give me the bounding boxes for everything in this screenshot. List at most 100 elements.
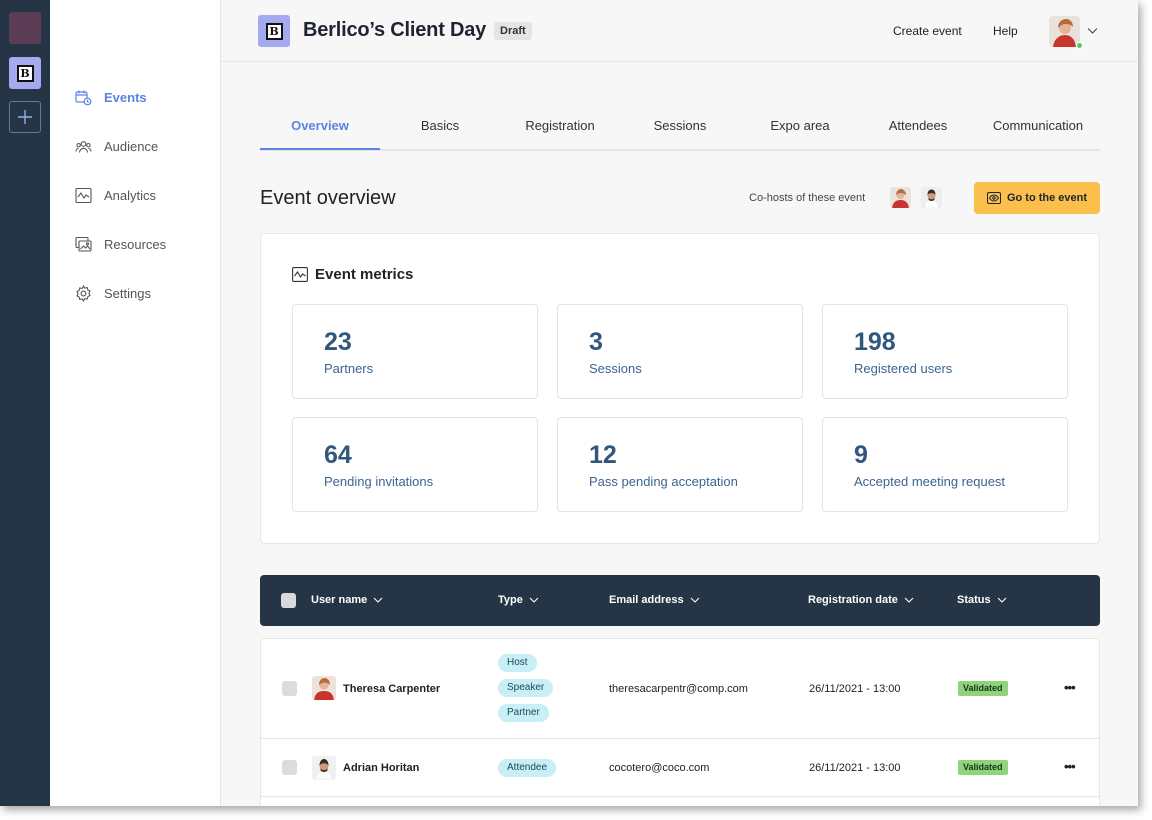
metric-label: Pending invitations [324,474,434,489]
metric-pass-pending: 12 Pass pending acceptation [557,417,803,512]
type-pill: Attendee [498,759,557,777]
plus-icon [18,110,32,124]
user-email: theresacarpentr@comp.com [609,683,748,695]
column-header-type[interactable]: Type [498,594,539,606]
event-metrics-card: Event metrics 23 Partners 3 Sessions 198… [260,233,1100,544]
eye-icon [986,192,1001,204]
app-window: B Events [0,0,1138,806]
go-to-event-label: Go to the event [1006,192,1088,204]
section-title: Event overview [260,187,396,209]
sidebar-item-label: Events [104,89,147,105]
chevron-down-icon [997,596,1007,604]
workspace-tile-berlico[interactable]: B [9,57,41,89]
column-header-email[interactable]: Email address [609,594,700,606]
column-header-status[interactable]: Status [957,594,1007,606]
top-header: B Berlico’s Client Day Draft Create even… [221,0,1138,62]
metric-label: Partners [324,361,374,376]
tab-communication[interactable]: Communication [992,118,1084,133]
sidebar-item-audience[interactable]: Audience [75,136,158,156]
select-all-checkbox[interactable] [281,593,296,608]
sidebar-item-label: Settings [104,285,151,301]
metric-value: 198 [854,328,896,356]
people-icon [75,138,92,155]
event-logo: B [258,15,290,47]
table-row[interactable]: Theresa Carpenter Host Speaker Partner t… [261,639,1099,739]
metric-pending-invitations: 64 Pending invitations [292,417,538,512]
tab-expo-area[interactable]: Expo area [770,118,830,133]
column-header-label: Type [498,594,523,606]
column-header-username[interactable]: User name [311,594,383,606]
metrics-title: Event metrics [292,266,413,283]
row-checkbox[interactable] [282,681,297,696]
sidebar-item-label: Analytics [104,187,157,203]
brand-logo-letter: B [265,22,283,40]
workspace-rail: B [0,0,50,806]
chevron-down-icon [690,596,700,604]
sidebar-item-resources[interactable]: Resources [75,234,166,254]
user-email: cocotero@coco.com [609,762,710,774]
metric-label: Registered users [854,361,953,376]
tab-overview[interactable]: Overview [291,118,349,133]
tab-attendees[interactable]: Attendees [888,118,948,133]
avatar [312,756,336,780]
metric-value: 23 [324,328,352,356]
column-header-label: Registration date [808,594,898,606]
sidebar-item-analytics[interactable]: Analytics [75,185,156,205]
tab-registration[interactable]: Registration [525,118,595,133]
chevron-down-icon [529,596,539,604]
status-badge: Draft [494,22,532,40]
metric-accepted-meetings: 9 Accepted meeting request [822,417,1068,512]
sidebar-item-settings[interactable]: Settings [75,283,151,303]
add-workspace-button[interactable] [9,101,41,133]
chevron-down-icon [373,596,383,604]
analytics-chart-icon [292,267,308,282]
user-name: Theresa Carpenter [343,683,441,695]
column-header-label: Status [957,594,991,606]
metric-sessions: 3 Sessions [557,304,803,399]
users-table-body: Theresa Carpenter Host Speaker Partner t… [260,638,1100,806]
calendar-clock-icon [75,89,92,106]
online-indicator [1076,42,1083,49]
workspace-tile[interactable] [9,12,41,44]
chevron-down-icon [904,596,914,604]
analytics-chart-icon [75,187,92,204]
tab-basics[interactable]: Basics [420,118,460,133]
table-row[interactable]: Adrian Horitan Attendee cocotero@coco.co… [261,739,1099,797]
tab-sessions[interactable]: Sessions [653,118,707,133]
type-pill: Speaker [498,679,554,697]
type-pill: Partner [498,704,549,722]
status-badge: Validated [958,760,1008,775]
metric-value: 9 [854,441,868,469]
help-link[interactable]: Help [993,24,1018,38]
users-table-header: User name Type Email address Registratio… [260,575,1100,626]
cohost-avatar[interactable] [890,187,911,208]
user-avatar[interactable] [1049,16,1080,47]
cohost-avatar[interactable] [921,187,942,208]
create-event-link[interactable]: Create event [893,24,962,38]
cohosts-label: Co-hosts of these event [749,192,866,204]
column-header-label: User name [311,594,368,606]
metric-registered-users: 198 Registered users [822,304,1068,399]
go-to-event-button[interactable]: Go to the event [974,182,1100,214]
avatar [312,676,336,700]
user-name: Adrian Horitan [343,762,420,774]
more-options-button[interactable]: ••• [1064,680,1076,695]
event-tabs: Overview Basics Registration Sessions Ex… [260,108,1100,151]
metric-value: 64 [324,441,352,469]
metric-partners: 23 Partners [292,304,538,399]
column-header-label: Email address [609,594,684,606]
active-tab-indicator [260,148,380,150]
metric-value: 3 [589,328,603,356]
type-pill: Host [498,654,537,672]
gallery-icon [75,236,92,253]
sidebar-item-events[interactable]: Events [75,87,147,107]
metrics-title-text: Event metrics [315,266,414,283]
metric-label: Sessions [589,361,642,376]
column-header-registration-date[interactable]: Registration date [808,594,914,606]
chevron-down-icon[interactable] [1087,23,1098,41]
more-options-button[interactable]: ••• [1064,759,1076,774]
row-checkbox[interactable] [282,760,297,775]
registration-date: 26/11/2021 - 13:00 [809,683,901,695]
metric-label: Pass pending acceptation [589,474,738,489]
brand-logo: B [16,64,34,82]
